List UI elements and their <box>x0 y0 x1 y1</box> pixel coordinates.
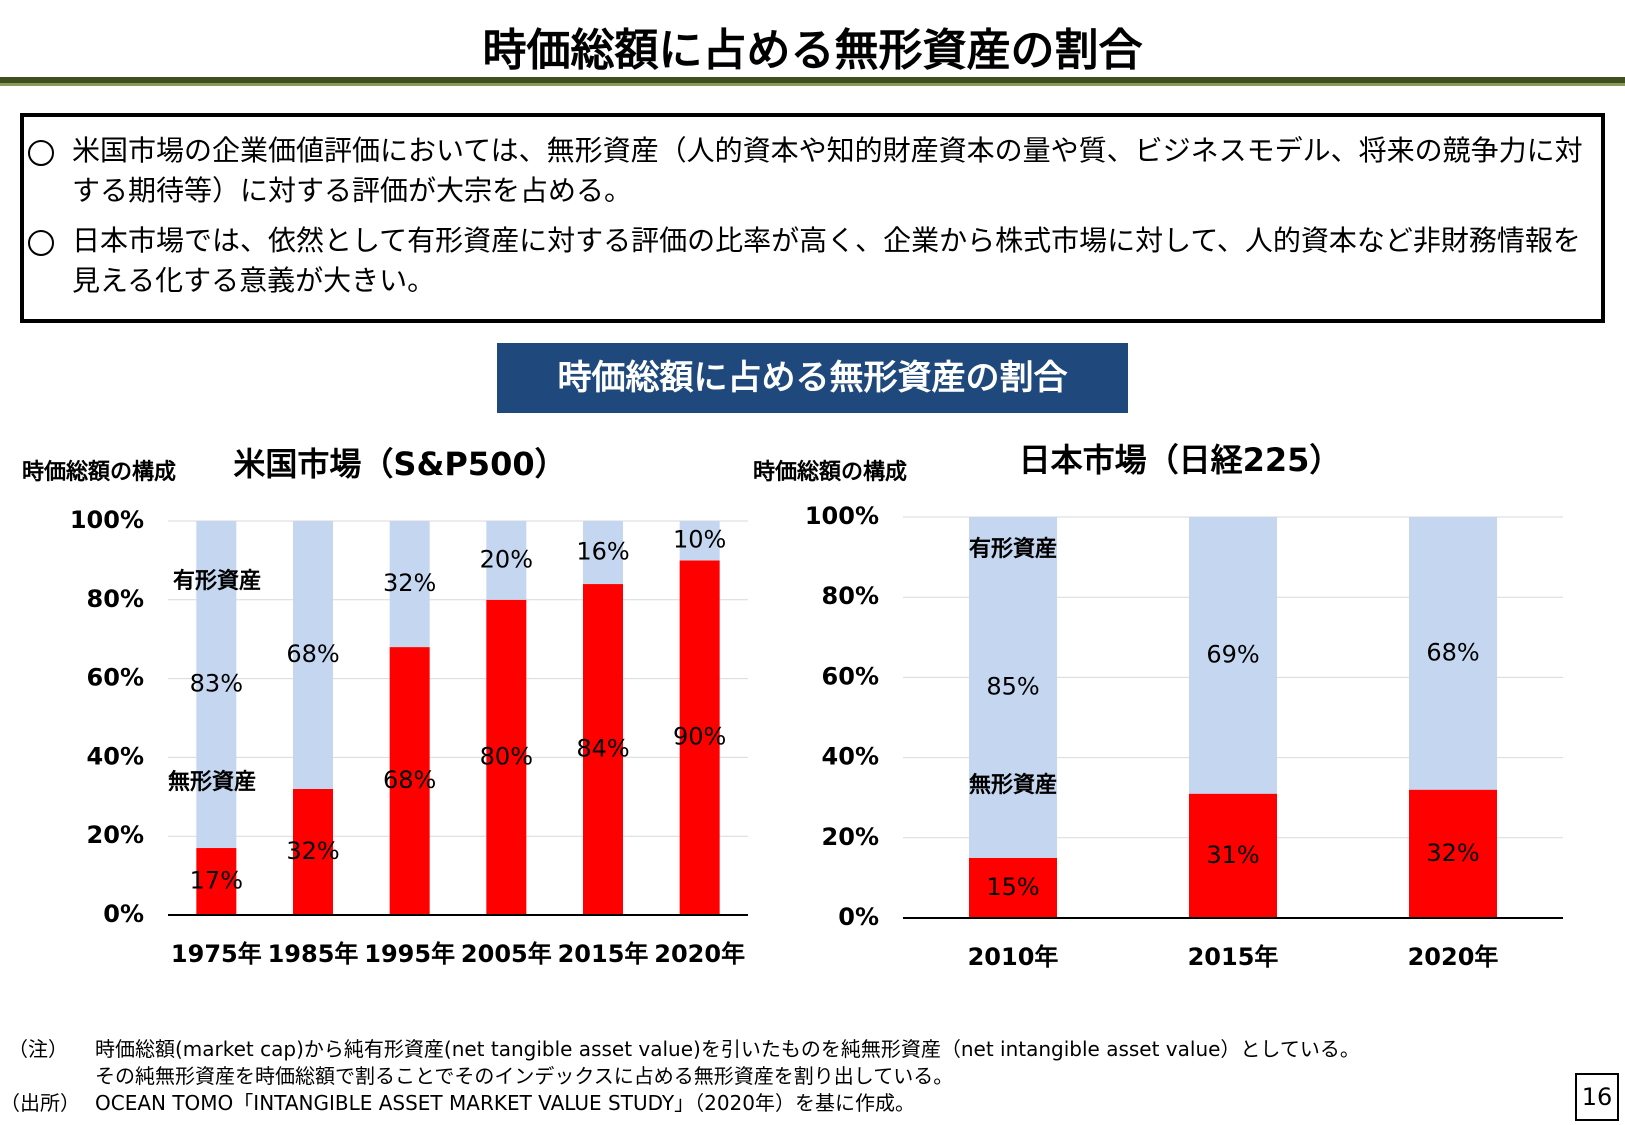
x-tick-label: 1995年 <box>364 940 455 968</box>
note-text: OCEAN TOMO「INTANGIBLE ASSET MARKET VALUE… <box>95 1091 915 1115</box>
page-number: 16 <box>1575 1073 1619 1121</box>
bullet: 日本市場では、依然として有形資産に対する評価の比率が高く、企業から株式市場に対し… <box>24 221 1601 301</box>
y-tick-label: 20% <box>822 823 879 851</box>
bar-segment <box>486 599 527 915</box>
note-label: （出所） <box>0 1091 80 1115</box>
slide-title: 時価総額に占める無形資産の割合 <box>482 25 1143 76</box>
value-label: 20% <box>480 545 533 573</box>
y-tick-label: 80% <box>87 585 144 613</box>
y-tick-label: 60% <box>87 664 144 692</box>
value-label: 32% <box>1426 839 1479 867</box>
bar-segment <box>1189 793 1277 918</box>
legend-label: 有形資産 <box>173 568 261 594</box>
y-tick-label: 40% <box>87 742 144 770</box>
bar-segment <box>969 517 1057 858</box>
legend-label: 無形資産 <box>168 769 256 795</box>
bar-segment <box>969 857 1057 918</box>
value-label: 68% <box>383 766 436 794</box>
y-tick-label: 0% <box>103 900 144 928</box>
x-tick-label: 2015年 <box>558 940 649 968</box>
value-label: 85% <box>986 672 1039 700</box>
y-tick-label: 20% <box>87 821 144 849</box>
chart-title: 日本市場（日経225） <box>1019 441 1342 479</box>
value-label: 90% <box>673 723 726 751</box>
y-axis-label: 時価総額の構成 <box>753 459 907 485</box>
bar-segment <box>1409 517 1497 790</box>
x-tick-label: 1975年 <box>171 940 262 968</box>
notes: （注） 時価総額(market cap)から純有形資産(net tangible… <box>0 1036 1570 1120</box>
y-axis-label: 時価総額の構成 <box>22 459 176 485</box>
x-tick-label: 2010年 <box>968 943 1059 971</box>
note-text: 時価総額(market cap)から純有形資産(net tangible ass… <box>95 1037 1360 1061</box>
note-text: その純無形資産を時価総額で割ることでそのインデックスに占める無形資産を割り出して… <box>95 1064 954 1088</box>
legend-label: 無形資産 <box>969 772 1057 798</box>
bar-segment <box>1409 789 1497 918</box>
bar-segment <box>583 521 623 585</box>
title-rule <box>0 77 1625 83</box>
bullet-text: 米国市場の企業価値評価においては、無形資産（人的資本や知的財産資本の量や質、ビジ… <box>72 134 1583 207</box>
value-label: 31% <box>1206 841 1259 869</box>
value-label: 32% <box>383 569 436 597</box>
x-tick-label: 2020年 <box>1408 943 1499 971</box>
y-tick-label: 100% <box>70 506 144 534</box>
legend-label: 有形資産 <box>969 536 1057 562</box>
y-tick-label: 80% <box>822 582 879 610</box>
chart-banner: 時価総額に占める無形資産の割合 <box>497 343 1128 413</box>
value-label: 32% <box>286 837 339 865</box>
x-tick-label: 2005年 <box>461 940 552 968</box>
chart-title: 米国市場（S&P500） <box>233 445 566 483</box>
bullet-text: 日本市場では、依然として有形資産に対する評価の比率が高く、企業から株式市場に対し… <box>72 224 1581 297</box>
summary-box: 米国市場の企業価値評価においては、無形資産（人的資本や知的財産資本の量や質、ビジ… <box>20 113 1605 323</box>
y-tick-label: 0% <box>838 903 879 931</box>
value-label: 69% <box>1206 640 1259 668</box>
bar-segment <box>679 560 720 915</box>
bar-segment <box>583 584 623 915</box>
value-label: 15% <box>986 873 1039 901</box>
value-label: 68% <box>286 640 339 668</box>
value-label: 68% <box>1426 638 1479 666</box>
bar-segment <box>486 521 527 600</box>
note-label: （注） <box>8 1037 68 1061</box>
bar-segment <box>196 848 237 915</box>
x-tick-label: 1985年 <box>268 940 359 968</box>
y-tick-label: 40% <box>822 743 879 771</box>
bullet-marker <box>28 140 54 166</box>
bullet-marker <box>28 230 54 256</box>
bar-segment <box>389 521 430 648</box>
title-rule <box>0 83 1625 86</box>
bar-segment <box>196 521 237 849</box>
y-tick-label: 60% <box>822 662 879 690</box>
bar-segment <box>293 788 333 915</box>
x-tick-label: 2020年 <box>654 940 745 968</box>
value-label: 10% <box>673 526 726 554</box>
value-label: 80% <box>480 742 533 770</box>
bullet: 米国市場の企業価値評価においては、無形資産（人的資本や知的財産資本の量や質、ビジ… <box>24 131 1601 211</box>
bar-segment <box>679 521 720 561</box>
bar-segment <box>389 647 430 915</box>
bar-segment <box>293 521 333 789</box>
bar-segment <box>1189 517 1277 794</box>
y-tick-label: 100% <box>805 502 879 530</box>
value-label: 17% <box>190 867 243 895</box>
value-label: 16% <box>576 538 629 566</box>
value-label: 84% <box>576 735 629 763</box>
value-label: 83% <box>190 670 243 698</box>
x-tick-label: 2015年 <box>1188 943 1279 971</box>
